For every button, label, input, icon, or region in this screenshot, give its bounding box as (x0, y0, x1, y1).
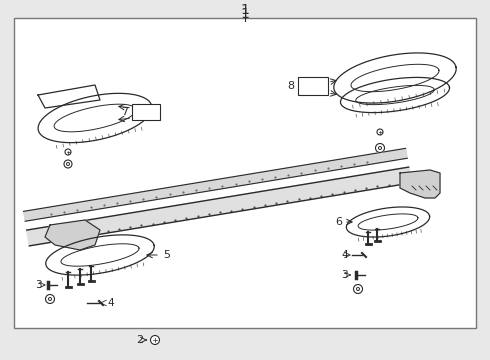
Text: 7: 7 (121, 107, 128, 117)
Text: 4: 4 (342, 250, 348, 260)
Circle shape (353, 284, 363, 293)
Text: 1: 1 (241, 3, 249, 17)
Text: 6: 6 (335, 217, 342, 227)
Bar (14, 18, 476, 328)
Text: 2: 2 (136, 335, 143, 345)
Polygon shape (24, 148, 407, 221)
Polygon shape (46, 235, 154, 275)
Circle shape (375, 144, 385, 153)
Bar (132, 104, 160, 120)
Text: 4: 4 (107, 298, 114, 308)
Polygon shape (346, 207, 430, 237)
Polygon shape (38, 93, 152, 143)
Text: 8: 8 (287, 81, 294, 91)
Polygon shape (26, 167, 411, 246)
Polygon shape (45, 220, 100, 250)
Circle shape (46, 294, 54, 303)
Text: 3: 3 (342, 270, 348, 280)
Polygon shape (38, 85, 100, 108)
Circle shape (64, 160, 72, 168)
Circle shape (65, 149, 71, 155)
Text: 3: 3 (35, 280, 42, 290)
Circle shape (150, 336, 160, 345)
Circle shape (377, 129, 383, 135)
Text: 5: 5 (163, 250, 170, 260)
Polygon shape (341, 77, 449, 113)
Bar (298, 77, 328, 95)
Polygon shape (400, 170, 440, 198)
Polygon shape (334, 53, 456, 103)
Text: 1: 1 (241, 7, 249, 21)
